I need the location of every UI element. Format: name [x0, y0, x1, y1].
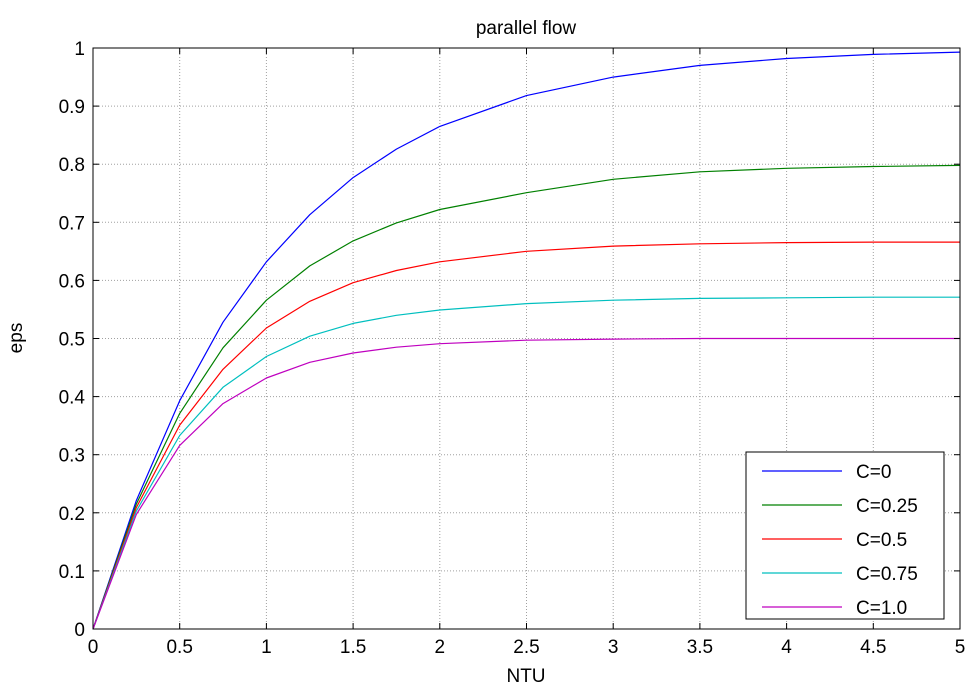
- x-tick-label: 0.5: [166, 637, 192, 658]
- x-tick-label: 1: [261, 637, 272, 658]
- series-line-1: [92, 164, 961, 630]
- y-tick-label: 0: [74, 620, 85, 641]
- y-tick-label: 0.5: [59, 330, 85, 351]
- y-tick-label: 0.9: [59, 97, 85, 118]
- y-tick-label: 0.1: [59, 562, 85, 583]
- axis-ticks: 0 0.5 1 1.5 2 2.5 3 3.5 4 4.5 5 0 0.1 0.2 0.3 0.4 0.5 0.6…: [59, 39, 966, 658]
- chart-title: parallel flow: [476, 18, 577, 39]
- y-axis-title: eps: [6, 323, 27, 354]
- legend: C=0 C=0.25 C=0.5 C=0.75 C=1.0: [745, 451, 945, 620]
- x-tick-label: 5: [955, 637, 966, 658]
- legend-items: C=0 C=0.25 C=0.5 C=0.75 C=1.0: [762, 462, 918, 619]
- grid-lines: [93, 48, 960, 629]
- series-line-2: [92, 241, 960, 630]
- x-tick-label: 3.5: [687, 637, 713, 658]
- y-tick-label: 0.3: [59, 446, 85, 467]
- x-tick-label: 1.5: [340, 637, 366, 658]
- x-axis-title: NTU: [506, 666, 545, 686]
- series-line-3: [92, 296, 960, 630]
- legend-box: [745, 451, 945, 620]
- x-tick-label: 2: [435, 637, 446, 658]
- y-tick-label: 0.4: [59, 388, 86, 409]
- legend-label-1: C=0.25: [856, 496, 918, 517]
- series-lines: [92, 51, 961, 630]
- series-line-4: [92, 337, 960, 630]
- x-tick-label: 4.5: [860, 637, 886, 658]
- series-line-0: [92, 51, 961, 630]
- legend-label-2: C=0.5: [856, 530, 907, 551]
- legend-label-0: C=0: [856, 462, 891, 483]
- x-tick-label: 2.5: [513, 637, 539, 658]
- x-tick-label: 3: [608, 637, 619, 658]
- y-tick-label: 0.8: [59, 155, 85, 176]
- y-tick-label: 0.6: [59, 271, 85, 292]
- y-tick-label: 0.2: [59, 504, 85, 525]
- legend-label-3: C=0.75: [856, 564, 918, 585]
- x-tick-label: 0: [88, 637, 99, 658]
- y-tick-label: 1: [74, 39, 85, 60]
- x-tick-label: 4: [781, 637, 792, 658]
- legend-label-4: C=1.0: [856, 598, 907, 619]
- y-tick-label: 0.7: [59, 213, 85, 234]
